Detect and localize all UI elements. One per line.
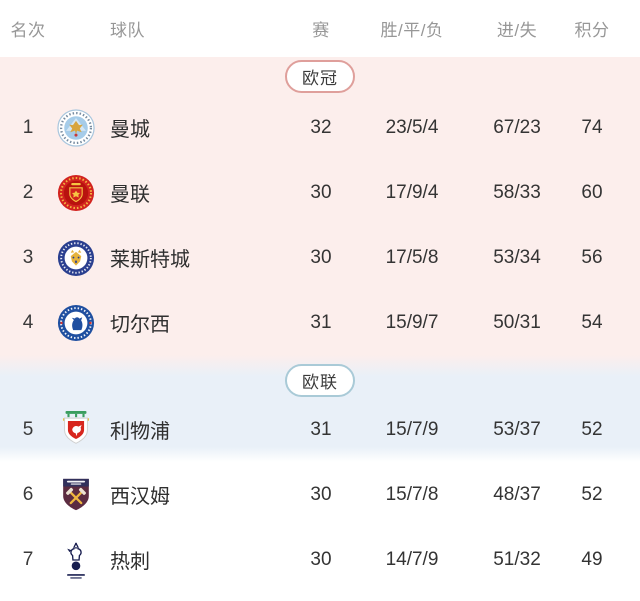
team-logo-slot	[56, 174, 96, 212]
man-united-badge-icon	[57, 174, 95, 211]
win-draw-loss-value: 14/7/9	[385, 548, 439, 570]
matches-played-value: 30	[310, 483, 332, 505]
column-header-points: 积分	[574, 21, 610, 40]
win-draw-loss-value: 15/7/9	[385, 418, 439, 440]
section-badge-row: 欧联	[0, 355, 640, 397]
rank-number: 5	[22, 418, 34, 440]
section-badge-europa-league: 欧联	[285, 363, 355, 397]
team-logo-slot	[56, 108, 96, 147]
section-badge-champions-league: 欧冠	[285, 60, 355, 93]
column-header-played: 赛	[312, 21, 330, 40]
liverpool-badge-icon	[62, 410, 90, 444]
goals-for-against-value: 53/34	[493, 246, 541, 268]
team-logo-slot	[56, 539, 96, 581]
section-badge-row: 欧冠	[0, 57, 640, 95]
table-header: 名次 球队 赛 胜/平/负 进/失 积分	[0, 0, 640, 57]
tottenham-badge-icon	[67, 542, 85, 579]
points-value: 56	[581, 246, 603, 268]
rank-number: 6	[22, 483, 34, 505]
rank-number: 1	[22, 116, 34, 138]
goals-for-against-value: 58/33	[493, 181, 541, 203]
goals-for-against-value: 50/31	[493, 311, 541, 333]
team-name: 热刺	[110, 551, 150, 573]
team-name: 曼城	[110, 119, 150, 141]
team-logo-slot	[56, 304, 96, 342]
matches-played-value: 30	[310, 181, 332, 203]
chelsea-badge-icon	[57, 304, 95, 341]
matches-played-value: 30	[310, 548, 332, 570]
team-name: 西汉姆	[110, 486, 170, 508]
points-value: 52	[581, 418, 603, 440]
table-row[interactable]: 5 利物浦 31 15/7/9 53/37 52	[0, 397, 640, 462]
team-name: 切尔西	[110, 314, 170, 336]
leicester-city-badge-icon	[57, 239, 95, 276]
table-row[interactable]: 2 曼联 30 17/9/4 58/33 60	[0, 160, 640, 225]
column-header-rank: 名次	[10, 21, 46, 40]
points-value: 60	[581, 181, 603, 203]
team-logo-slot	[56, 409, 96, 450]
win-draw-loss-value: 17/9/4	[385, 181, 439, 203]
column-header-team: 球队	[110, 21, 145, 40]
section-rest: 6 西汉姆 30 15/7/8 48/37 52 7 热刺 30 14/7/9	[0, 462, 640, 592]
team-logo-slot	[56, 239, 96, 277]
goals-for-against-value: 67/23	[493, 116, 541, 138]
man-city-badge-icon	[57, 108, 95, 147]
matches-played-value: 30	[310, 246, 332, 268]
team-name: 莱斯特城	[110, 249, 190, 271]
team-logo-slot	[56, 475, 96, 515]
goals-for-against-value: 48/37	[493, 483, 541, 505]
table-row[interactable]: 6 西汉姆 30 15/7/8 48/37 52	[0, 462, 640, 527]
table-row[interactable]: 7 热刺 30 14/7/9 51/32 49	[0, 527, 640, 592]
west-ham-badge-icon	[63, 478, 89, 510]
points-value: 52	[581, 483, 603, 505]
table-row[interactable]: 1 曼城 32 23/5/4 67/23 74	[0, 95, 640, 160]
team-name: 利物浦	[110, 421, 170, 443]
column-header-goals: 进/失	[496, 21, 538, 40]
rank-number: 4	[22, 311, 34, 333]
points-value: 49	[581, 548, 603, 570]
matches-played-value: 31	[310, 311, 332, 333]
section-champions-league: 欧冠 1 曼城 32 23/5/4 67/23 74 2 曼联 30 17/9/…	[0, 57, 640, 355]
rank-number: 2	[22, 181, 34, 203]
table-row[interactable]: 3 莱斯特城 30 17/5/8 53/34 56	[0, 225, 640, 290]
win-draw-loss-value: 17/5/8	[385, 246, 439, 268]
section-europa-league: 欧联 5 利物浦 31 15/7/9 53/37 52	[0, 355, 640, 462]
rank-number: 7	[22, 548, 34, 570]
matches-played-value: 31	[310, 418, 332, 440]
win-draw-loss-value: 15/7/8	[385, 483, 439, 505]
goals-for-against-value: 51/32	[493, 548, 541, 570]
matches-played-value: 32	[310, 116, 332, 138]
team-name: 曼联	[110, 184, 150, 206]
table-row[interactable]: 4 切尔西 31 15/9/7 50/31 54	[0, 290, 640, 355]
points-value: 74	[581, 116, 603, 138]
goals-for-against-value: 53/37	[493, 418, 541, 440]
win-draw-loss-value: 15/9/7	[385, 311, 439, 333]
win-draw-loss-value: 23/5/4	[385, 116, 439, 138]
column-header-wdl: 胜/平/负	[380, 21, 444, 40]
rank-number: 3	[22, 246, 34, 268]
points-value: 54	[581, 311, 603, 333]
